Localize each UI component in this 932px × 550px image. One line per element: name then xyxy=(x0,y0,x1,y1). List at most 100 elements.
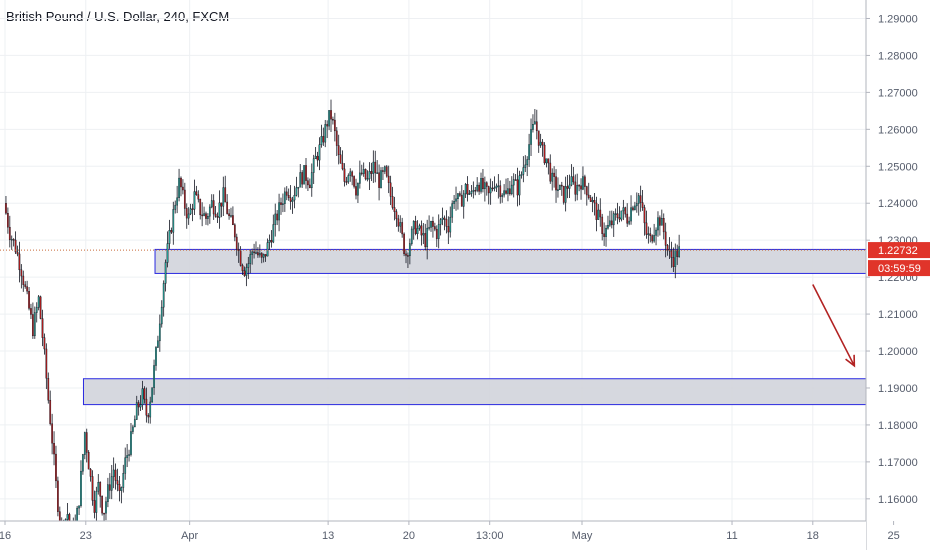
candle-up xyxy=(33,312,36,337)
candle-down xyxy=(547,158,550,164)
candle-up xyxy=(620,210,623,220)
candle-up xyxy=(318,144,321,161)
candle-up xyxy=(501,194,504,197)
candle-down xyxy=(57,480,59,512)
candle-down xyxy=(403,233,405,255)
candle-down xyxy=(389,182,392,197)
candle-down xyxy=(353,176,355,187)
candle-up xyxy=(97,482,100,492)
candle-down xyxy=(12,238,15,241)
candle-up xyxy=(245,267,248,276)
candle-down xyxy=(391,196,394,208)
candle-down xyxy=(316,155,319,161)
current-price-label: 1.22732 xyxy=(878,245,918,257)
time-axis[interactable]: 16 23 Apr 13 20 13:00 May 11 18 25 xyxy=(0,520,900,550)
candle-up xyxy=(409,243,411,257)
candle-up xyxy=(453,201,455,204)
candle-down xyxy=(499,185,502,197)
candle-up xyxy=(635,203,638,207)
candle-down xyxy=(434,226,436,230)
candle-up xyxy=(428,227,430,229)
candle-down xyxy=(214,213,217,217)
price-axis[interactable]: 1.29000 1.28000 1.27000 1.26000 1.25000 1.240… xyxy=(865,0,932,550)
candle-up xyxy=(412,221,415,230)
candle-up xyxy=(10,238,13,241)
candle-up xyxy=(293,195,296,201)
candle-down xyxy=(572,176,575,183)
candle-up xyxy=(35,307,38,313)
candle-down xyxy=(345,181,348,183)
candle-up xyxy=(520,174,523,176)
candle-up xyxy=(247,263,250,268)
candle-up xyxy=(495,185,498,188)
candle-up xyxy=(657,217,659,231)
price-tick-label: 1.19000 xyxy=(878,383,918,395)
price-tick-label: 1.17000 xyxy=(878,457,918,469)
support-zone-upper xyxy=(154,248,932,274)
candle-down xyxy=(199,199,202,216)
candle-up xyxy=(539,141,542,146)
candle-up xyxy=(376,172,379,174)
candle-down xyxy=(651,235,654,242)
time-tick-label: Apr xyxy=(181,530,198,542)
candle-down xyxy=(93,500,96,513)
candle-down xyxy=(205,213,207,219)
candle-up xyxy=(484,182,486,190)
candle-down xyxy=(22,275,25,285)
candle-down xyxy=(45,348,48,379)
candle-up xyxy=(416,228,419,235)
candle-down xyxy=(5,203,7,214)
support-zone-lower xyxy=(82,378,932,406)
zones-layer xyxy=(82,248,932,406)
candle-up xyxy=(545,158,548,164)
candle-up xyxy=(383,166,386,172)
candle-down xyxy=(20,269,23,277)
candle-down xyxy=(137,402,140,408)
candle-down xyxy=(616,213,619,218)
candle-up xyxy=(166,243,169,263)
candle-up xyxy=(678,246,680,257)
candle-up xyxy=(637,195,640,204)
candle-up xyxy=(457,193,459,200)
candle-up xyxy=(472,189,475,192)
candle-up xyxy=(310,172,313,189)
candle-down xyxy=(28,291,30,309)
candle-down xyxy=(549,162,552,182)
price-tick-label: 1.18000 xyxy=(878,420,918,432)
time-axis-background xyxy=(0,521,866,550)
candle-down xyxy=(562,185,565,203)
candle-down xyxy=(147,415,150,418)
candle-up xyxy=(507,188,509,194)
candle-up xyxy=(476,184,479,191)
candle-down xyxy=(195,191,198,195)
candle-down xyxy=(87,451,90,470)
candle-up xyxy=(130,431,132,455)
candle-up xyxy=(149,401,152,418)
candle-up xyxy=(503,190,505,196)
candle-up xyxy=(78,505,80,509)
candle-down xyxy=(301,172,304,185)
candle-down xyxy=(514,179,517,181)
candle-down xyxy=(237,249,240,251)
candle-up xyxy=(512,179,515,186)
candle-up xyxy=(559,184,561,190)
candle-down xyxy=(276,213,279,221)
candle-down xyxy=(270,240,273,243)
candle-up xyxy=(291,199,294,202)
candle-down xyxy=(326,124,329,127)
price-tick-label: 1.27000 xyxy=(878,87,918,99)
candle-down xyxy=(212,200,215,215)
candle-down xyxy=(260,253,263,258)
candle-down xyxy=(289,197,292,202)
candle-up xyxy=(524,164,527,168)
candle-up xyxy=(534,121,536,125)
candle-down xyxy=(676,250,679,257)
candle-down xyxy=(332,119,334,121)
candle-up xyxy=(283,191,286,204)
candle-up xyxy=(468,193,471,195)
candle-up xyxy=(295,187,298,196)
time-tick-label: 13:00 xyxy=(476,530,504,542)
candle-down xyxy=(370,171,373,174)
candle-up xyxy=(176,197,179,206)
